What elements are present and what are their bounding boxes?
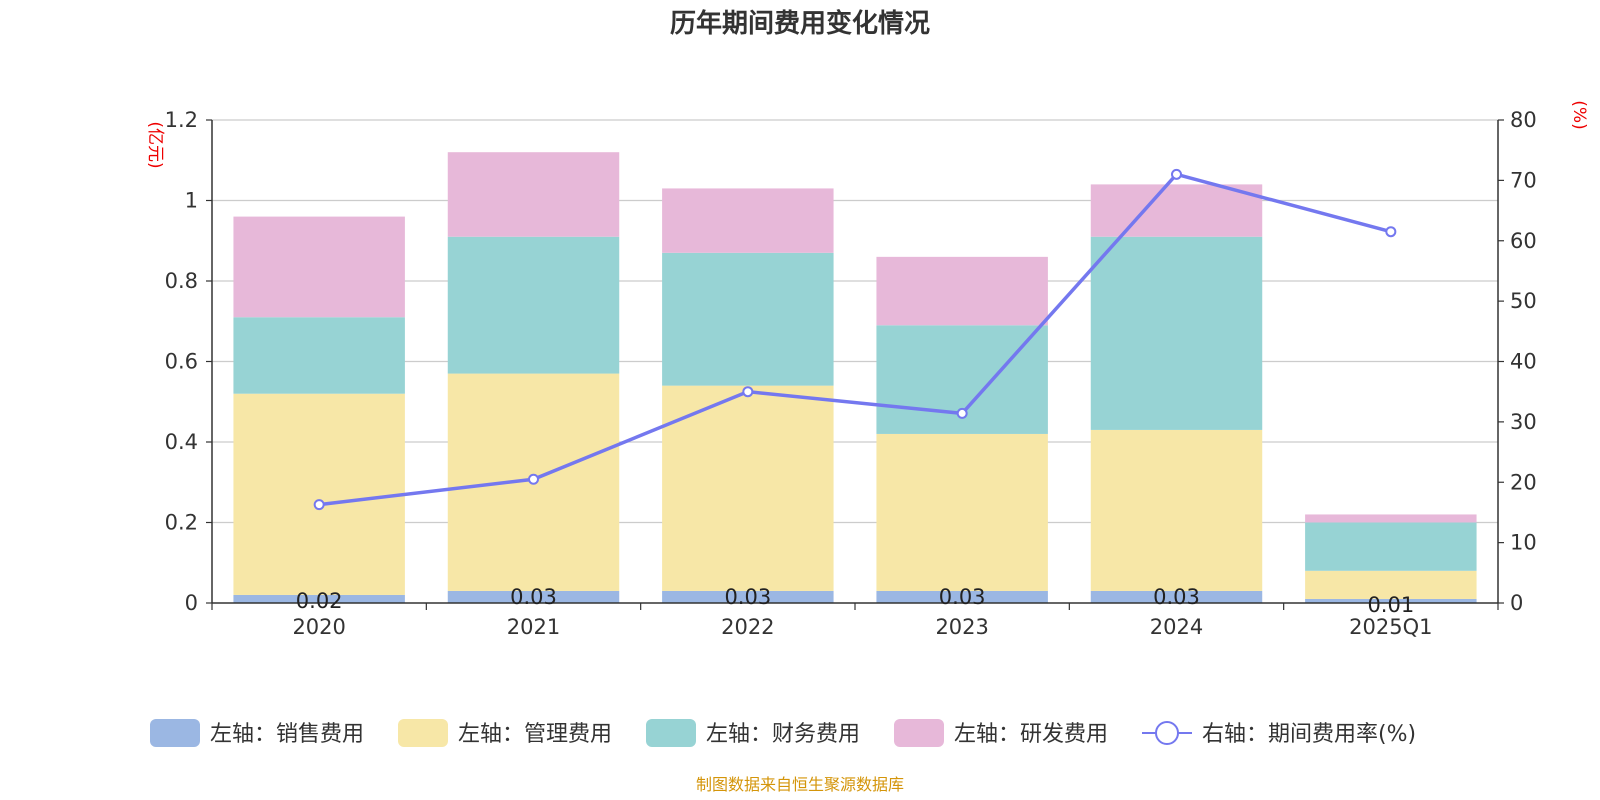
rate-line: [318, 172, 1392, 507]
legend-item[interactable]: 左轴：销售费用: [150, 719, 364, 747]
bar-segment: [233, 393, 405, 595]
bar-segment: [876, 590, 1048, 603]
legend-item[interactable]: 左轴：研发费用: [894, 719, 1108, 747]
line-point: [528, 473, 539, 485]
right-tick-label: 10: [1510, 531, 1537, 555]
data-label: 0.02: [296, 589, 343, 613]
bar-segment: [662, 188, 834, 253]
left-tick-label: 0.8: [165, 269, 198, 293]
bar-segment: [662, 590, 834, 603]
right-tick-label: 40: [1510, 350, 1537, 374]
x-tick-label: 2023: [935, 615, 988, 639]
bar-segment: [233, 317, 405, 394]
bar-segment: [1305, 570, 1477, 599]
line-point: [1385, 226, 1397, 238]
data-label: 0.03: [724, 585, 771, 609]
legend-label: 左轴：管理费用: [458, 722, 612, 747]
legend-swatch: [150, 719, 200, 747]
left-tick-label: 0.2: [165, 511, 198, 535]
bar-series: [233, 152, 1477, 603]
legend-label: 左轴：财务费用: [706, 722, 860, 747]
left-tick-label: 0.4: [165, 430, 198, 454]
line-point: [956, 407, 968, 419]
line-series: [313, 168, 1397, 511]
right-tick-label: 70: [1510, 168, 1537, 192]
legend: 左轴：销售费用 左轴：管理费用 左轴：财务费用 左轴：研发费用 右轴：期间费用率(%): [150, 719, 1416, 747]
legend-marker: [1155, 721, 1179, 745]
legend-swatch: [894, 719, 944, 747]
bar-segment: [1090, 236, 1263, 430]
data-label: 0.01: [1367, 593, 1414, 617]
bar-segment: [1090, 184, 1263, 237]
bar-segment: [662, 385, 834, 591]
left-axis-unit: (亿元): [145, 121, 165, 168]
bar-segment: [1305, 522, 1477, 571]
bar-segment: [1305, 514, 1477, 523]
right-tick-label: 30: [1510, 410, 1537, 434]
x-tick-label: 2021: [507, 615, 560, 639]
bar-segment: [233, 594, 405, 603]
x-tick-label: 2020: [292, 615, 345, 639]
bar-segment: [1090, 590, 1263, 603]
legend-label: 左轴：研发费用: [954, 722, 1108, 747]
legend-item[interactable]: 右轴：期间费用率(%): [1142, 721, 1416, 747]
bar-segment: [1305, 598, 1477, 603]
data-labels: 0.02 0.03 0.03 0.03 0.03 0.01: [296, 585, 1414, 617]
legend-item[interactable]: 左轴：管理费用: [398, 719, 612, 747]
x-tick-label: 2025Q1: [1349, 615, 1432, 639]
x-tick-label: 2024: [1150, 615, 1203, 639]
line-point: [313, 499, 325, 511]
left-tick-label: 0.6: [165, 350, 198, 374]
legend-item[interactable]: 左轴：财务费用: [646, 719, 860, 747]
bar-segment: [447, 236, 620, 374]
line-point: [742, 386, 754, 398]
bar-segment: [1090, 429, 1263, 591]
bar-segment: [662, 252, 834, 386]
grid-lines: [212, 119, 1498, 524]
line-point: [1171, 168, 1182, 180]
right-tick-label: 20: [1510, 470, 1537, 494]
bar-segment: [233, 216, 405, 318]
legend-swatch: [646, 719, 696, 747]
data-label: 0.03: [510, 585, 557, 609]
data-label: 0.03: [939, 585, 986, 609]
right-tick-label: 80: [1510, 108, 1537, 132]
legend-label: 右轴：期间费用率(%): [1202, 722, 1416, 747]
legend-label: 左轴：销售费用: [210, 722, 364, 747]
x-tick-label: 2022: [721, 615, 774, 639]
bar-segment: [447, 152, 620, 237]
legend-swatch: [398, 719, 448, 747]
source-note: 制图数据来自恒生聚源数据库: [696, 775, 904, 794]
bar-segment: [876, 256, 1048, 326]
axes: 0 0.2 0.4 0.6 0.8 1 1.2 0 10 20 30 40 50 60 70 80 2020 20…: [165, 108, 1537, 639]
right-tick-label: 0: [1510, 591, 1523, 615]
chart-title: 历年期间费用变化情况: [670, 8, 930, 39]
right-tick-label: 60: [1510, 229, 1537, 253]
left-tick-label: 1.2: [165, 108, 198, 132]
bar-segment: [447, 590, 620, 603]
left-tick-label: 0: [185, 591, 198, 615]
right-tick-label: 50: [1510, 289, 1537, 313]
left-tick-label: 1: [185, 189, 198, 213]
right-axis-unit: (%): [1569, 100, 1589, 129]
bar-segment: [876, 433, 1048, 591]
data-label: 0.03: [1153, 585, 1200, 609]
